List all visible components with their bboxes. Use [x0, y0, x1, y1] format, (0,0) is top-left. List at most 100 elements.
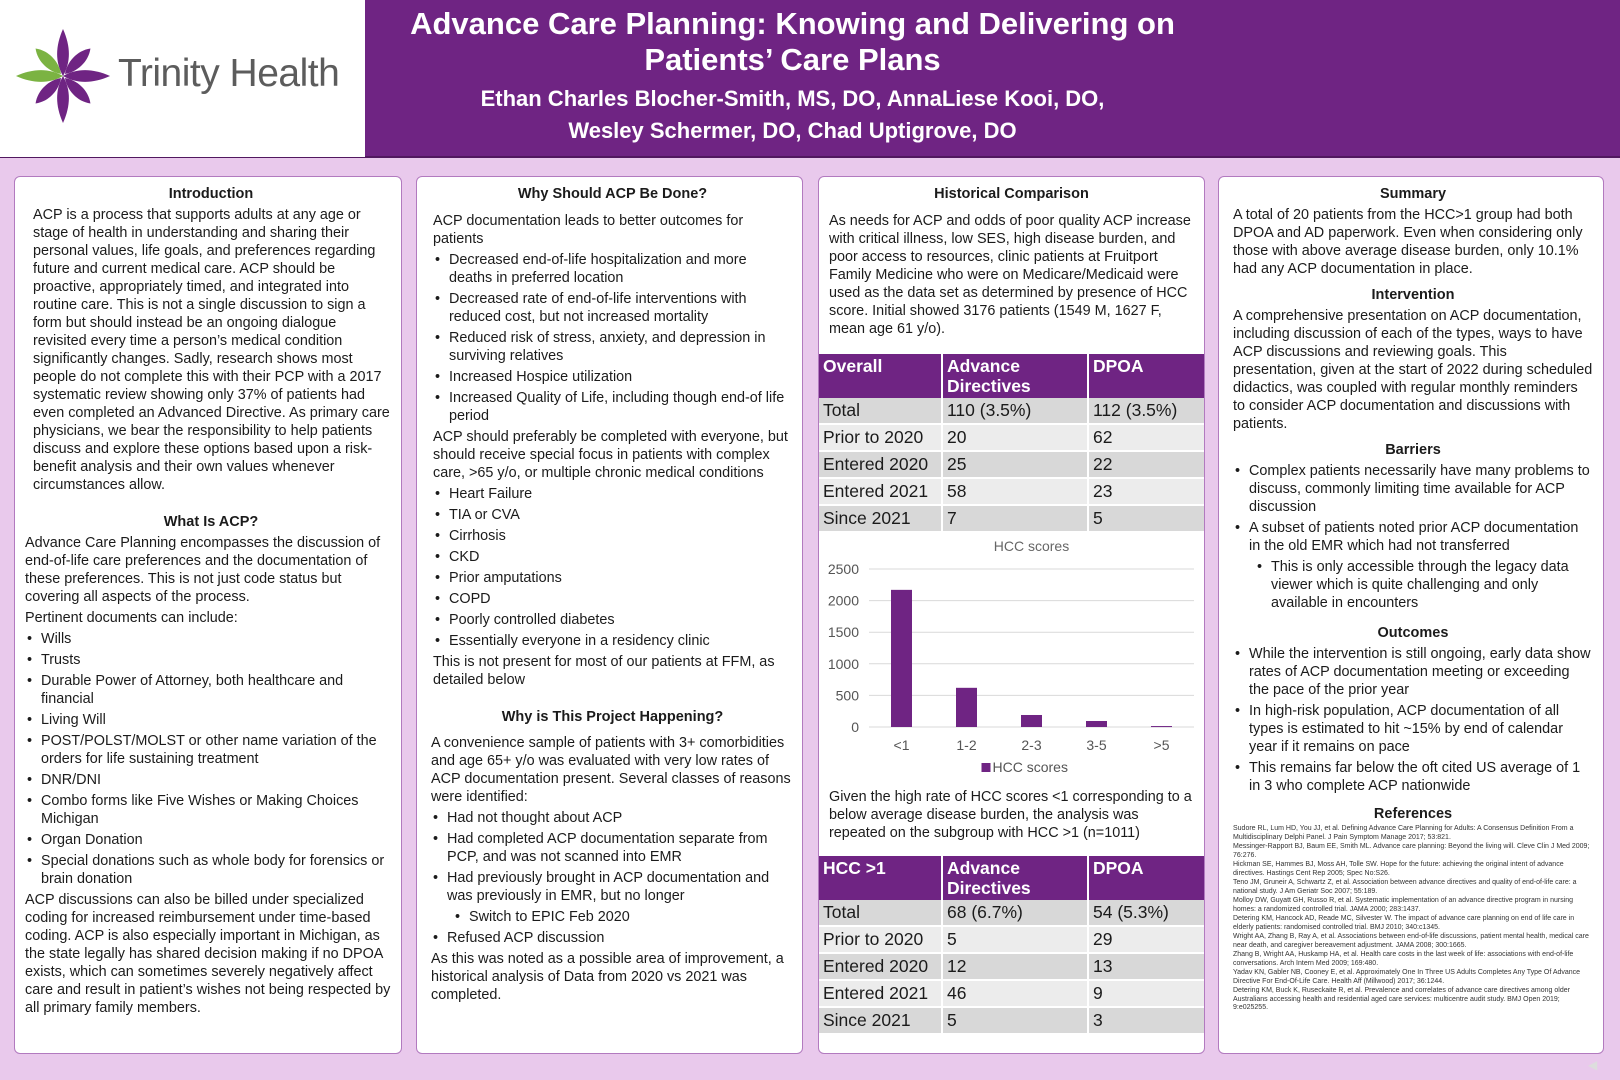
reference-item: Teno JM, Gruneir A, Schwartz Z, et al. A… [1233, 879, 1577, 895]
column-introduction: Introduction ACP is a process that suppo… [14, 176, 402, 1054]
x-tick-label: >5 [1154, 737, 1170, 753]
hcc-chart: HCC scores 0 500 1000 1500 2000 2500 <1 1-2 2-3 3-… [819, 533, 1204, 788]
hcc-chart-svg: HCC scores 0 500 1000 1500 2000 2500 <1 1-2 2-3 3-… [828, 538, 1194, 775]
ffm-text: This is not present for most of our pati… [433, 654, 775, 688]
list-item: Reduced risk of stress, anxiety, and dep… [433, 329, 792, 365]
list-item: Organ Donation [25, 831, 391, 849]
list-item: In high-risk population, ACP documentati… [1233, 702, 1593, 756]
list-item: While the intervention is still ongoing,… [1233, 645, 1593, 699]
bar [1151, 726, 1172, 728]
summary-heading: Summary [1379, 186, 1447, 202]
table-row: Entered 2021 58 23 [819, 478, 1204, 506]
legend-label: HCC scores [993, 759, 1068, 775]
poster-authors: Ethan Charles Blocher-Smith, MS, DO, Ann… [380, 83, 1205, 147]
project-heading: Why is This Project Happening? [501, 709, 724, 725]
documents-list: Wills Trusts Durable Power of Attorney, … [25, 630, 391, 888]
x-tick-label: 1-2 [956, 737, 976, 753]
outcomes-list: While the intervention is still ongoing,… [1233, 645, 1593, 795]
list-item: This is only accessible through the lega… [1233, 558, 1593, 612]
why-list: Decreased end-of-life hospitalization an… [433, 251, 792, 425]
reference-item: Hickman SE, Hammes BJ, Moss AH, Tolle SW… [1233, 861, 1564, 877]
introduction-heading: Introduction [168, 186, 254, 202]
project-closing-text: As this was noted as a possible area of … [431, 951, 784, 1003]
list-item: A subset of patients noted prior ACP doc… [1233, 519, 1593, 555]
why-intro: ACP documentation leads to better outcom… [433, 213, 744, 247]
table-header: Advance Directives [942, 354, 1089, 398]
overall-table: Overall Advance Directives DPOA Total 110… [819, 354, 1204, 533]
list-item: COPD [433, 590, 792, 608]
y-tick-label: 1000 [828, 656, 859, 672]
list-item: Decreased end-of-life hospitalization an… [433, 251, 792, 287]
list-item: Cirrhosis [433, 527, 792, 545]
subgroup-text: Given the high rate of HCC scores <1 cor… [829, 789, 1192, 841]
table-row: Prior to 2020 5 29 [819, 926, 1204, 954]
list-item: Living Will [25, 711, 391, 729]
focus-list: Heart Failure TIA or CVA Cirrhosis CKD P… [433, 485, 792, 650]
list-item: Had previously brought in ACP documentat… [431, 869, 792, 905]
documents-intro: Pertinent documents can include: [25, 610, 238, 626]
bar [1021, 714, 1042, 727]
list-item: Had not thought about ACP [431, 809, 792, 827]
list-item: Combo forms like Five Wishes or Making C… [25, 792, 391, 828]
list-item: Trusts [25, 651, 391, 669]
list-item: POST/POLST/MOLST or other name variation… [25, 732, 391, 768]
list-item: Heart Failure [433, 485, 792, 503]
list-item: CKD [433, 548, 792, 566]
chart-title: HCC scores [994, 538, 1069, 554]
reference-item: Messinger-Rapport BJ, Baum EE, Smith ML.… [1233, 843, 1590, 859]
billing-text: ACP discussions can also be billed under… [25, 892, 391, 1016]
reference-item: Detering KM, Hancock AD, Reade MC, Silve… [1233, 915, 1575, 931]
what-is-acp-text: Advance Care Planning encompasses the di… [25, 535, 381, 605]
column-historical: Historical Comparison As needs for ACP a… [818, 176, 1205, 1054]
reasons-list: Had not thought about ACP Had completed … [431, 809, 792, 947]
legend-swatch [981, 763, 991, 772]
references-heading: References [1373, 806, 1453, 822]
list-item: Decreased rate of end-of-life interventi… [433, 290, 792, 326]
bar [1086, 720, 1107, 727]
y-tick-label: 500 [836, 687, 860, 703]
barriers-heading: Barriers [1385, 442, 1441, 458]
y-tick-label: 0 [851, 719, 859, 735]
table-header: Advance Directives [942, 856, 1089, 900]
barriers-list: Complex patients necessarily have many p… [1233, 462, 1593, 612]
title-line-2: Patients’ Care Plans [644, 42, 941, 77]
y-tick-label: 1500 [828, 624, 859, 640]
authors-line-1: Ethan Charles Blocher-Smith, MS, DO, Ann… [480, 86, 1105, 111]
table-row: Since 2021 5 3 [819, 1007, 1204, 1035]
list-item: Prior amputations [433, 569, 792, 587]
references-list: Sudore RL, Lum HD, You JJ, et al. Defini… [1233, 825, 1593, 1013]
list-item: TIA or CVA [433, 506, 792, 524]
list-item: Wills [25, 630, 391, 648]
authors-line-2: Wesley Schermer, DO, Chad Uptigrove, DO [568, 118, 1017, 143]
what-is-acp-heading: What Is ACP? [163, 514, 259, 530]
list-item: Had completed ACP documentation separate… [431, 830, 792, 866]
title-line-1: Advance Care Planning: Knowing and Deliv… [410, 6, 1175, 41]
reference-item: Sudore RL, Lum HD, You JJ, et al. Defini… [1233, 825, 1574, 841]
reference-item: Zhang B, Wright AA, Huskamp HA, et al. H… [1233, 951, 1574, 967]
reference-item: Molloy DW, Guyatt GH, Russo R, et al. Sy… [1233, 897, 1574, 913]
historical-intro: As needs for ACP and odds of poor qualit… [829, 213, 1191, 337]
table-header: DPOA [1088, 856, 1204, 900]
list-item: This remains far below the oft cited US … [1233, 759, 1593, 795]
y-tick-label: 2500 [828, 561, 859, 577]
table-row: Entered 2020 25 22 [819, 451, 1204, 479]
trinity-logo-icon [15, 28, 111, 124]
poster-title: Advance Care Planning: Knowing and Deliv… [380, 6, 1205, 78]
reference-item: Detering KM, Buck K, Ruseckaite R, et al… [1233, 987, 1570, 1011]
table-header: DPOA [1088, 354, 1204, 398]
intervention-text: A comprehensive presentation on ACP docu… [1233, 308, 1593, 432]
y-tick-label: 2000 [828, 593, 859, 609]
column-summary: Summary A total of 20 patients from the … [1218, 176, 1604, 1054]
x-tick-label: 3-5 [1086, 737, 1106, 753]
list-item: Durable Power of Attorney, both healthca… [25, 672, 391, 708]
list-item: Poorly controlled diabetes [433, 611, 792, 629]
introduction-text: ACP is a process that supports adults at… [33, 207, 390, 493]
logo-wordmark: Trinity Health [118, 52, 340, 95]
list-item: DNR/DNI [25, 771, 391, 789]
table-row: Entered 2021 46 9 [819, 980, 1204, 1008]
speaker-icon[interactable]: ◀ [1588, 1058, 1598, 1072]
list-item: Switch to EPIC Feb 2020 [431, 908, 792, 926]
list-item: Essentially everyone in a residency clin… [433, 632, 792, 650]
table-row: Since 2021 7 5 [819, 505, 1204, 533]
outcomes-heading: Outcomes [1377, 625, 1449, 641]
